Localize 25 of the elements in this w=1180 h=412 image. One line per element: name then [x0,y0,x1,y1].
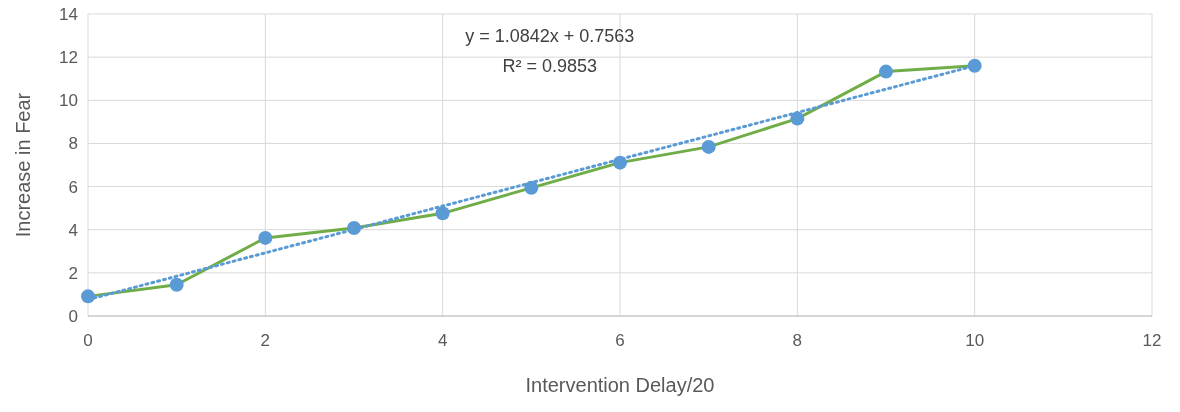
y-tick-label: 4 [68,220,78,240]
x-tick-label: 4 [437,331,448,350]
y-tick-label: 0 [68,306,78,326]
x-axis-title: Intervention Delay/20 [525,374,715,396]
x-tick-label: 10 [965,331,985,350]
annotation: R² = 0.9853 [502,56,598,76]
point [879,64,893,79]
x-tick-label: 8 [792,331,803,350]
point [169,277,184,292]
y-tick-label: 8 [68,134,78,154]
y-tick-label: 2 [68,263,78,283]
point [790,111,805,126]
point [258,230,273,245]
x-tick-label: 0 [83,331,93,350]
point [701,139,716,154]
point [435,206,450,221]
x-tick-label: 2 [260,331,271,350]
y-tick-label: 14 [59,4,78,24]
y-tick-label: 10 [59,91,78,111]
x-tick-label: 6 [615,331,625,350]
y-tick-label: 12 [59,48,78,68]
y-axis-title: Increase in Fear [12,92,34,238]
annotation: y = 1.0842x + 0.7563 [465,26,635,46]
x-tick-label: 12 [1142,331,1162,350]
y-tick-label: 6 [68,177,78,197]
